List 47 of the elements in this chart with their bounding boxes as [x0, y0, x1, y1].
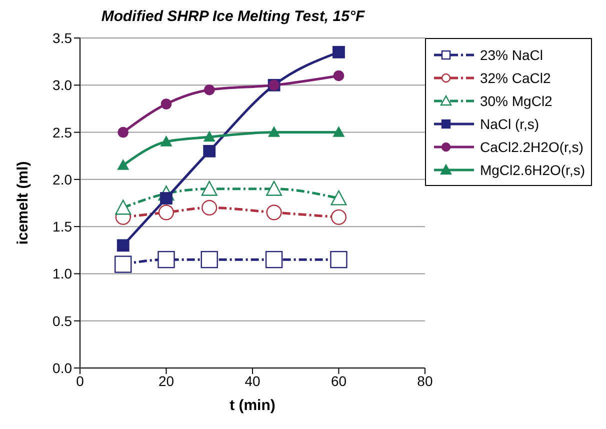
y-tick-label: 0.5	[52, 312, 72, 329]
point	[160, 136, 172, 146]
y-tick-label: 3.5	[52, 30, 72, 46]
point	[265, 250, 283, 268]
point	[114, 256, 132, 273]
y-axis-title: icemelt (ml)	[14, 161, 32, 245]
legend-label: 32% CaCl2	[480, 70, 551, 86]
point	[204, 131, 215, 142]
chart-title: Modified SHRP Ice Melting Test, 15°F	[100, 8, 366, 27]
x-axis-title: t (min)	[230, 397, 276, 414]
legend-label: 30% MgCl2	[480, 92, 552, 108]
legend-label: NaCl (r,s)	[480, 116, 540, 132]
y-tick-label: 3.0	[52, 77, 72, 94]
x-tick-label: 0	[76, 372, 84, 389]
point	[330, 250, 348, 268]
legend-label: 23% NaCl	[480, 46, 543, 62]
point	[116, 239, 130, 252]
y-tick-label: 1.0	[52, 266, 72, 282]
point	[201, 180, 218, 196]
legend-label: MgCl2.6H2O(r,s)	[480, 162, 585, 178]
point	[266, 180, 282, 196]
y-tick-label: 2.5	[52, 124, 72, 140]
point	[200, 250, 218, 268]
point	[158, 204, 174, 220]
y-tick-label: 0.0	[52, 360, 72, 376]
x-tick-label: 80	[417, 372, 433, 389]
point	[203, 144, 216, 158]
point	[202, 200, 218, 216]
point	[330, 190, 347, 206]
point	[268, 126, 280, 137]
point	[333, 126, 344, 137]
x-tick-label: 60	[330, 372, 347, 389]
y-tick-label: 2.0	[52, 171, 72, 188]
point	[330, 209, 347, 225]
point	[118, 126, 129, 138]
x-tick-label: 20	[158, 372, 174, 389]
y-tick-label: 1.5	[52, 218, 72, 235]
point	[333, 70, 344, 82]
point	[118, 160, 129, 170]
point	[115, 200, 132, 215]
point	[332, 46, 345, 58]
point	[160, 98, 172, 110]
point	[266, 204, 282, 220]
x-tick-label: 40	[244, 372, 260, 389]
point	[158, 250, 175, 268]
point	[204, 84, 215, 96]
legend-label: CaCl2.2H2O(r,s)	[480, 138, 584, 154]
